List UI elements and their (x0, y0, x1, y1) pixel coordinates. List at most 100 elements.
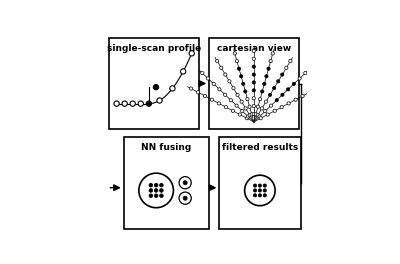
Circle shape (232, 87, 235, 90)
Circle shape (183, 181, 187, 185)
Circle shape (272, 87, 276, 90)
Circle shape (252, 81, 256, 84)
Circle shape (245, 117, 248, 120)
Text: NN fusing: NN fusing (141, 144, 192, 153)
Circle shape (190, 87, 193, 90)
Bar (209, 38, 298, 129)
Circle shape (220, 66, 223, 69)
Text: cartesian view: cartesian view (217, 44, 291, 53)
Circle shape (275, 98, 278, 102)
Circle shape (246, 97, 249, 101)
Circle shape (258, 194, 262, 197)
Circle shape (259, 117, 262, 120)
Circle shape (233, 52, 236, 55)
Text: single-scan profile: single-scan profile (107, 44, 201, 53)
Circle shape (280, 106, 283, 109)
Circle shape (149, 188, 153, 192)
Circle shape (157, 98, 162, 103)
Circle shape (217, 102, 220, 105)
Circle shape (258, 97, 262, 101)
Circle shape (269, 59, 272, 63)
Circle shape (250, 113, 253, 116)
Circle shape (267, 67, 270, 70)
Circle shape (263, 189, 266, 192)
Circle shape (231, 109, 234, 112)
Circle shape (179, 192, 191, 204)
Circle shape (160, 188, 163, 192)
Circle shape (114, 101, 119, 106)
Circle shape (287, 102, 290, 105)
Circle shape (146, 101, 152, 106)
Circle shape (196, 91, 200, 94)
Circle shape (130, 101, 135, 106)
Circle shape (254, 113, 258, 116)
Circle shape (266, 113, 269, 116)
Circle shape (160, 194, 163, 197)
Circle shape (308, 91, 311, 94)
Circle shape (212, 82, 215, 86)
Circle shape (153, 84, 159, 90)
Circle shape (281, 73, 284, 76)
Circle shape (240, 75, 243, 78)
Bar (219, 137, 300, 229)
Bar (110, 38, 199, 129)
Circle shape (261, 90, 264, 93)
Circle shape (258, 184, 262, 187)
Circle shape (229, 98, 232, 102)
Circle shape (139, 173, 174, 208)
Circle shape (149, 183, 153, 187)
Circle shape (244, 107, 247, 110)
Circle shape (122, 101, 127, 106)
Circle shape (245, 175, 275, 206)
Circle shape (252, 73, 256, 76)
Circle shape (292, 82, 296, 86)
Circle shape (298, 77, 301, 80)
Circle shape (315, 87, 318, 90)
Circle shape (253, 189, 257, 192)
Circle shape (289, 59, 292, 63)
Circle shape (248, 114, 251, 117)
Circle shape (235, 104, 238, 107)
Circle shape (149, 194, 153, 197)
Circle shape (235, 59, 238, 63)
Circle shape (276, 80, 280, 83)
Circle shape (281, 93, 284, 96)
Circle shape (252, 97, 256, 100)
Text: filtered results: filtered results (222, 144, 298, 153)
Circle shape (218, 88, 221, 91)
Circle shape (265, 75, 268, 78)
Circle shape (256, 105, 260, 108)
Circle shape (301, 94, 304, 98)
Circle shape (238, 113, 242, 116)
Circle shape (263, 82, 266, 86)
Circle shape (252, 112, 256, 116)
Circle shape (189, 51, 194, 56)
Circle shape (263, 184, 266, 187)
Circle shape (228, 80, 231, 83)
Circle shape (246, 115, 250, 118)
Circle shape (294, 98, 297, 101)
Circle shape (260, 107, 264, 110)
Circle shape (154, 194, 158, 197)
Circle shape (242, 82, 245, 86)
Circle shape (210, 98, 214, 101)
Circle shape (216, 59, 219, 63)
Circle shape (201, 71, 204, 75)
Circle shape (271, 52, 274, 55)
Circle shape (206, 77, 210, 80)
Bar (124, 137, 209, 229)
Circle shape (268, 93, 272, 96)
Circle shape (237, 67, 241, 70)
Circle shape (154, 188, 158, 192)
Circle shape (256, 114, 260, 117)
Circle shape (224, 73, 227, 76)
Circle shape (253, 194, 257, 197)
Circle shape (244, 90, 247, 93)
Circle shape (252, 105, 256, 108)
Circle shape (180, 69, 186, 74)
Circle shape (183, 196, 187, 200)
Circle shape (224, 106, 228, 109)
Circle shape (241, 110, 244, 113)
Circle shape (252, 57, 256, 60)
Circle shape (273, 109, 276, 112)
